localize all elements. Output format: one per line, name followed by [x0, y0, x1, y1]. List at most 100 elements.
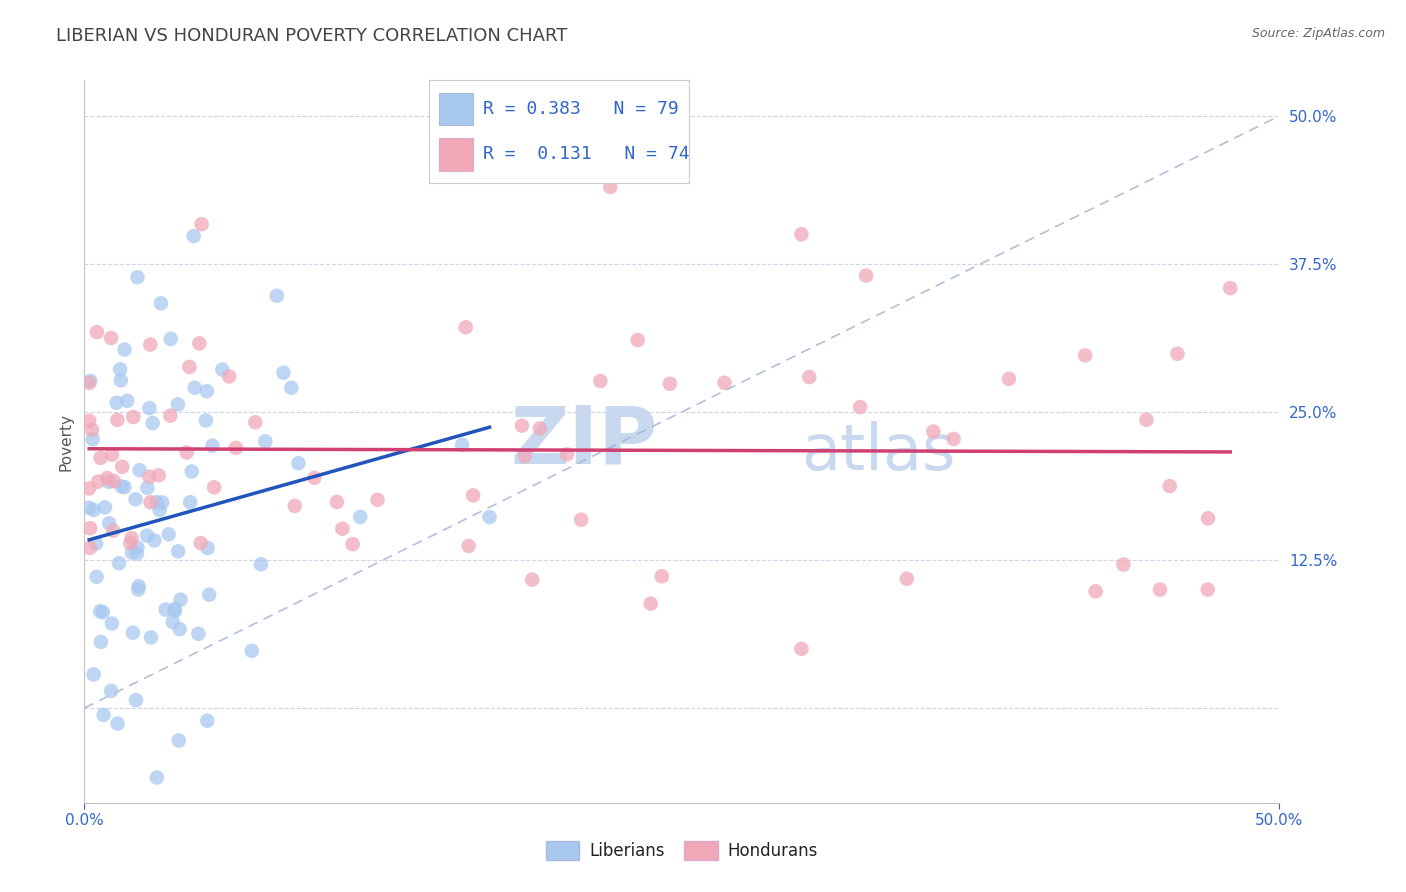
- Point: [138, 469, 160, 483]
- Point: [169, 622, 191, 636]
- Point: [188, 336, 211, 351]
- Point: [190, 217, 212, 231]
- Point: [790, 227, 813, 242]
- Bar: [439, 93, 472, 126]
- Point: [326, 495, 349, 509]
- Point: [121, 531, 143, 545]
- Point: [179, 359, 201, 374]
- Point: [451, 438, 474, 452]
- Point: [599, 180, 621, 194]
- Point: [120, 536, 142, 550]
- Point: [287, 456, 309, 470]
- Point: [245, 415, 267, 429]
- Point: [136, 481, 159, 495]
- Point: [159, 332, 181, 346]
- Point: [162, 615, 184, 629]
- Point: [454, 320, 477, 334]
- Point: [79, 414, 101, 428]
- Point: [349, 510, 371, 524]
- Point: [100, 684, 122, 698]
- Point: [93, 707, 115, 722]
- Point: [187, 626, 209, 640]
- Point: [225, 441, 247, 455]
- Point: [640, 597, 662, 611]
- Text: R =  0.131   N = 74: R = 0.131 N = 74: [484, 145, 690, 163]
- Point: [139, 495, 162, 509]
- Point: [146, 771, 169, 785]
- Point: [513, 449, 536, 463]
- Point: [142, 416, 165, 430]
- Point: [896, 572, 918, 586]
- Point: [849, 400, 872, 414]
- Point: [105, 413, 128, 427]
- Point: [90, 635, 112, 649]
- Point: [167, 544, 190, 558]
- Point: [136, 528, 159, 542]
- Point: [266, 289, 288, 303]
- Point: [97, 475, 120, 489]
- Point: [138, 401, 160, 416]
- Point: [510, 418, 533, 433]
- Point: [1159, 479, 1181, 493]
- Point: [855, 268, 877, 283]
- Point: [790, 641, 813, 656]
- Point: [105, 395, 128, 409]
- Point: [100, 331, 122, 345]
- Point: [478, 510, 501, 524]
- Point: [529, 421, 551, 435]
- Point: [77, 482, 100, 496]
- Point: [86, 325, 108, 339]
- Point: [117, 393, 139, 408]
- Point: [463, 488, 485, 502]
- Point: [108, 362, 131, 376]
- Point: [101, 616, 124, 631]
- Point: [79, 374, 101, 388]
- Point: [1166, 347, 1188, 361]
- Point: [1135, 413, 1157, 427]
- Point: [127, 582, 149, 597]
- Point: [197, 541, 219, 555]
- Point: [139, 631, 162, 645]
- Point: [367, 492, 389, 507]
- Point: [80, 423, 103, 437]
- Point: [103, 524, 125, 538]
- Point: [522, 573, 544, 587]
- Point: [90, 450, 112, 465]
- Point: [122, 410, 145, 425]
- Point: [149, 503, 172, 517]
- Point: [79, 541, 101, 555]
- Point: [125, 693, 148, 707]
- Point: [195, 714, 218, 728]
- Point: [165, 602, 187, 616]
- Point: [176, 445, 198, 459]
- Point: [342, 537, 364, 551]
- Point: [799, 370, 821, 384]
- Point: [1084, 584, 1107, 599]
- Point: [273, 366, 295, 380]
- Point: [149, 296, 172, 310]
- Point: [304, 471, 326, 485]
- Point: [79, 521, 101, 535]
- Point: [124, 492, 146, 507]
- Point: [121, 545, 143, 559]
- Point: [218, 369, 240, 384]
- Point: [202, 480, 225, 494]
- Point: [250, 558, 273, 572]
- Point: [1197, 511, 1219, 525]
- Point: [1112, 558, 1135, 572]
- Point: [128, 463, 150, 477]
- Point: [108, 556, 131, 570]
- Point: [284, 499, 307, 513]
- Point: [1197, 582, 1219, 597]
- Point: [658, 376, 681, 391]
- Point: [157, 527, 180, 541]
- Point: [190, 536, 212, 550]
- Point: [589, 374, 612, 388]
- Point: [87, 475, 110, 489]
- Text: Source: ZipAtlas.com: Source: ZipAtlas.com: [1251, 27, 1385, 40]
- Point: [1219, 281, 1241, 295]
- Point: [83, 667, 105, 681]
- Point: [713, 376, 735, 390]
- Point: [91, 605, 114, 619]
- Point: [96, 471, 118, 485]
